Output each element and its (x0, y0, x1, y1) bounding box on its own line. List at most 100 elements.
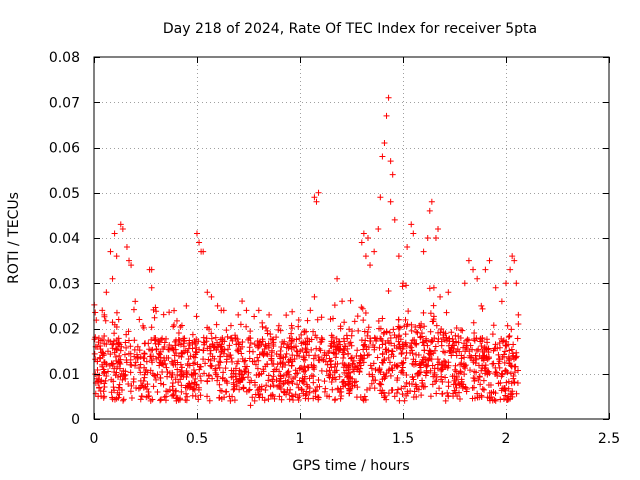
data-point (111, 230, 118, 237)
data-point (217, 344, 224, 351)
data-point (127, 356, 134, 363)
data-point (346, 380, 353, 387)
data-point (368, 365, 375, 372)
data-point (379, 315, 386, 322)
data-point (334, 344, 341, 351)
data-point (310, 395, 317, 402)
data-point (247, 328, 254, 335)
data-point (381, 394, 388, 401)
y-tick-label: 0.02 (49, 322, 80, 338)
data-point (228, 355, 235, 362)
data-point (130, 376, 137, 383)
data-point (312, 352, 319, 359)
data-point (240, 384, 247, 391)
data-point (193, 349, 200, 356)
data-point (204, 324, 211, 331)
data-point (402, 355, 409, 362)
data-point (372, 377, 379, 384)
data-point (157, 359, 164, 366)
data-point (514, 367, 521, 374)
data-point (254, 365, 261, 372)
data-point (142, 340, 149, 347)
data-point (419, 356, 426, 363)
data-point (506, 360, 513, 367)
data-point (332, 376, 339, 383)
data-point (143, 394, 150, 401)
data-point (298, 387, 305, 394)
data-point (200, 347, 207, 354)
data-point (456, 348, 463, 355)
data-point (232, 373, 239, 380)
data-point (101, 332, 108, 339)
data-point (496, 356, 503, 363)
data-point (325, 349, 332, 356)
data-point (211, 355, 218, 362)
y-tick-label: 0.06 (49, 141, 80, 157)
data-point (252, 361, 259, 368)
data-point (298, 364, 305, 371)
data-point (111, 369, 118, 376)
data-point (316, 357, 323, 364)
data-point (427, 367, 434, 374)
data-point (147, 367, 154, 374)
data-point (465, 257, 472, 264)
data-point (508, 391, 515, 398)
data-point (164, 369, 171, 376)
data-point (95, 335, 102, 342)
data-point (478, 342, 485, 349)
data-point (349, 354, 356, 361)
data-point (137, 369, 144, 376)
data-point (422, 356, 429, 363)
data-point (194, 230, 200, 237)
data-point (293, 336, 300, 343)
data-point (364, 332, 371, 339)
data-point (436, 359, 443, 366)
data-point (101, 383, 108, 390)
data-point (153, 376, 160, 383)
data-point (298, 331, 305, 338)
data-point (360, 342, 367, 349)
data-point (202, 360, 209, 367)
data-point (471, 337, 478, 344)
data-point (232, 365, 239, 372)
data-point (146, 392, 153, 399)
data-point (357, 365, 364, 372)
data-point (97, 342, 104, 349)
data-point (434, 365, 441, 372)
data-point (94, 366, 101, 373)
data-point (513, 390, 520, 397)
data-point (336, 389, 343, 396)
data-point (147, 397, 154, 404)
data-point (316, 345, 323, 352)
data-point (380, 330, 387, 337)
data-point (153, 346, 160, 353)
data-point (222, 365, 229, 372)
data-point (499, 353, 506, 360)
data-point (310, 328, 317, 335)
data-point (432, 235, 439, 241)
data-point (511, 369, 518, 376)
data-point (288, 322, 295, 329)
data-point (195, 396, 202, 403)
data-point (161, 343, 168, 350)
data-point (442, 397, 449, 404)
data-point (183, 390, 190, 397)
data-point (141, 364, 148, 371)
data-point (333, 335, 340, 342)
data-point (214, 302, 221, 309)
data-point (92, 309, 99, 316)
data-point (395, 316, 402, 323)
data-point (353, 364, 360, 371)
data-point (453, 374, 460, 381)
data-point (376, 366, 383, 373)
data-point (126, 257, 133, 264)
data-point (173, 395, 180, 402)
data-point (435, 225, 442, 232)
data-point (192, 375, 199, 382)
data-point (305, 352, 312, 359)
y-tick-label: 0.03 (49, 276, 80, 292)
data-point (470, 319, 477, 326)
data-point (311, 293, 318, 300)
data-point (259, 319, 266, 326)
